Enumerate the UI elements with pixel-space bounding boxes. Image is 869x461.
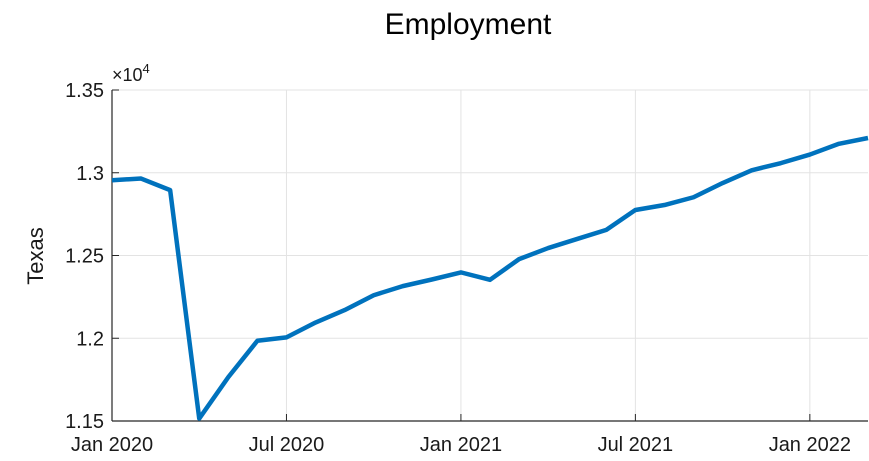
series-layer <box>112 135 869 421</box>
y-tick-label: 1.15 <box>65 411 104 433</box>
grid-lines <box>111 89 868 422</box>
x-tick-label: Jul 2021 <box>598 434 674 456</box>
x-tick-label: Jul 2020 <box>249 434 325 456</box>
x-tick-label: Jan 2021 <box>420 434 502 456</box>
x-tick-labels: Jan 2020 Jul 2020 Jan 2021 Jul 2021 Jan 2022 <box>71 434 851 456</box>
y-tick-label: 1.3 <box>76 163 104 185</box>
y-axis-label: Texas <box>23 227 48 284</box>
x-tick-label: Jan 2020 <box>71 434 153 456</box>
y-tick-label: 1.25 <box>65 246 104 268</box>
series-line-employment <box>112 135 869 421</box>
svg-text:×104: ×104 <box>112 61 150 85</box>
y-tick-labels: 1.15 1.2 1.25 1.3 1.35 <box>65 80 104 433</box>
exponent-prefix: ×10 <box>112 65 143 85</box>
y-exponent-label: ×104 <box>112 61 150 85</box>
y-tick-label: 1.2 <box>76 328 104 350</box>
x-tick-label: Jan 2022 <box>769 434 851 456</box>
axes <box>111 89 868 422</box>
y-tick-label: 1.35 <box>65 80 104 102</box>
exponent-power: 4 <box>143 61 150 76</box>
chart-title: Employment <box>385 8 552 41</box>
